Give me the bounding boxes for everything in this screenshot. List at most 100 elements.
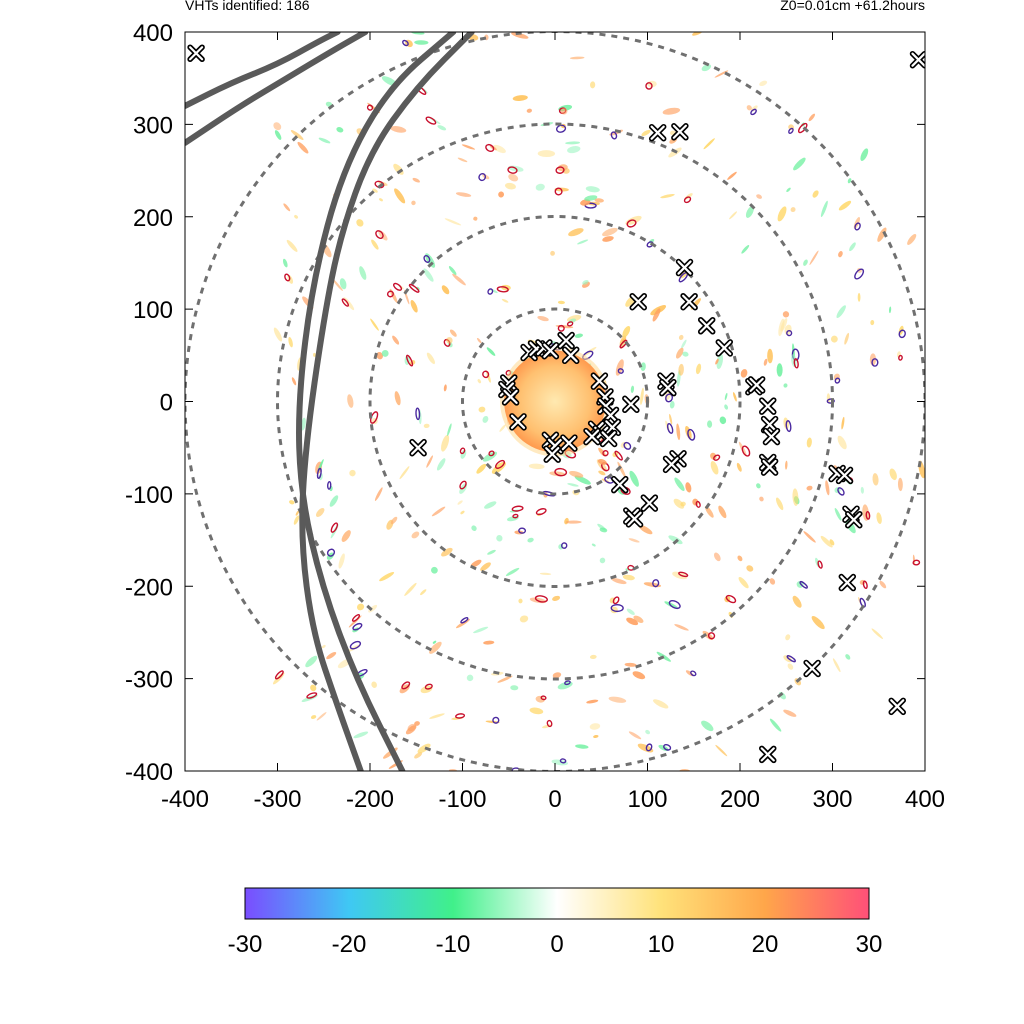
track-curve (299, 32, 475, 771)
field-blob (608, 696, 627, 703)
colorbar: -30 -20 -10 0 10 20 30 (228, 887, 882, 958)
contour-loop (512, 513, 519, 519)
field-blob (829, 539, 835, 546)
field-blob (414, 752, 423, 759)
contour-loop (401, 681, 411, 690)
field-blob (820, 535, 833, 548)
field-blob (803, 259, 808, 266)
field-blob (378, 198, 383, 202)
vht-marker-inner (584, 429, 600, 444)
field-blob (746, 565, 754, 572)
vht-marker-inner (672, 124, 687, 139)
field-blob (291, 377, 297, 386)
field-blob (411, 531, 420, 539)
contour-loop (555, 124, 567, 133)
field-blob (414, 721, 420, 726)
x-tick-label: 0 (548, 786, 561, 813)
vht-marker-inner (805, 661, 820, 676)
field-blob (471, 525, 477, 532)
field-blob (313, 352, 316, 357)
field-blob (769, 718, 782, 732)
x-tick-label: 400 (905, 786, 945, 813)
field-blob (737, 555, 743, 562)
field-blob (599, 557, 606, 564)
field-blob (551, 759, 569, 766)
field-blob (745, 206, 754, 218)
field-blob (457, 157, 468, 163)
contour-loop (408, 283, 420, 293)
field-blob (477, 379, 482, 384)
field-blob (519, 615, 529, 623)
contour-loop (612, 596, 620, 605)
field-blob (830, 335, 838, 343)
field-blob (714, 70, 729, 78)
vht-marker-inner (717, 340, 732, 356)
field-blob (423, 423, 430, 429)
field-blob (775, 497, 784, 511)
x-tick-label: -400 (161, 786, 209, 813)
vht-marker-inner (846, 512, 861, 527)
field-blob (585, 186, 600, 193)
contour-loop (617, 368, 624, 374)
field-blob (404, 582, 417, 596)
field-blob (461, 144, 476, 150)
field-blob (615, 359, 624, 376)
field-blob (889, 468, 897, 481)
field-blob (487, 549, 496, 555)
range-ring (461, 307, 649, 496)
field-blob (567, 483, 579, 487)
field-blob (718, 505, 727, 519)
field-blob (286, 239, 298, 252)
field-blob (431, 506, 446, 517)
contour-loop (488, 450, 495, 457)
field-blob (505, 567, 520, 576)
contour-loop (947, 415, 953, 423)
contour-loop (511, 505, 524, 512)
contour-loop (626, 219, 637, 228)
field-blob (446, 337, 453, 344)
contour-loop (330, 522, 339, 533)
field-blob (589, 723, 601, 730)
field-blob (669, 413, 673, 425)
field-blob (756, 194, 762, 199)
field-blob (423, 268, 434, 282)
vht-marker-inner (627, 511, 642, 526)
field-blob (339, 278, 347, 290)
field-blob (630, 385, 635, 393)
field-blob (283, 203, 291, 212)
field-blob (504, 182, 516, 190)
field-blob (511, 32, 529, 39)
field-blob (820, 200, 828, 218)
field-blob (640, 387, 644, 405)
field-blob (701, 720, 714, 732)
field-blob (832, 658, 841, 673)
field-blob (392, 335, 400, 345)
contour-loop (534, 595, 548, 603)
field-blob (497, 675, 513, 683)
field-blob (557, 300, 565, 305)
field-blob (674, 477, 685, 492)
field-blob (594, 198, 604, 203)
field-blob (473, 216, 478, 221)
vht-marker-inner (660, 380, 675, 395)
field-blob (318, 137, 331, 144)
field-blob (484, 501, 497, 509)
field-blob (476, 337, 482, 344)
field-blob (447, 423, 452, 436)
contour-loop (785, 420, 792, 433)
field-blob (837, 435, 847, 450)
contour-loop (668, 600, 681, 610)
contour-loop (566, 321, 574, 327)
vht-marker-inner (592, 374, 607, 389)
contour-loop (614, 450, 623, 461)
colorbar-tick-label: -10 (436, 931, 471, 958)
contour-loop (535, 508, 547, 516)
contour-loop (349, 640, 362, 650)
field-blob (405, 39, 413, 48)
contour-loop (375, 230, 384, 239)
field-blob (792, 488, 799, 506)
field-blob (778, 318, 785, 337)
field-blob (295, 510, 300, 516)
field-blob (496, 535, 503, 542)
axis-ticks: -400 -300 -200 -100 0 100 200 300 400 400 300 200 10… (125, 20, 945, 813)
